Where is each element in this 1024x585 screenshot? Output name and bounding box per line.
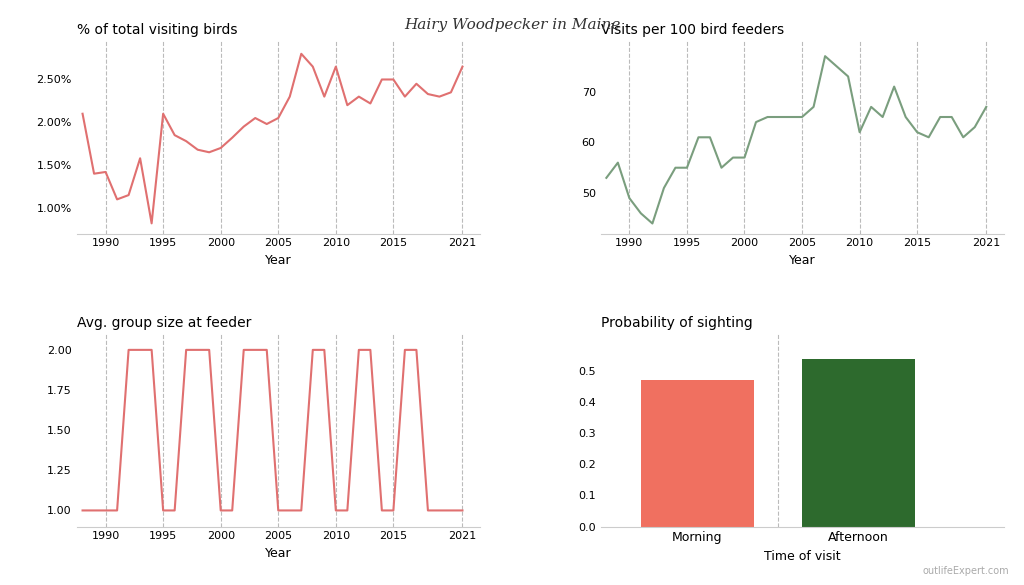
Text: Hairy Woodpecker in Maine: Hairy Woodpecker in Maine (403, 18, 621, 32)
Text: outlifeExpert.com: outlifeExpert.com (922, 566, 1009, 576)
Text: Avg. group size at feeder: Avg. group size at feeder (77, 316, 251, 330)
X-axis label: Time of visit: Time of visit (764, 550, 841, 563)
Text: % of total visiting birds: % of total visiting birds (77, 23, 238, 37)
X-axis label: Year: Year (788, 254, 815, 267)
Text: Visits per 100 bird feeders: Visits per 100 bird feeders (601, 23, 783, 37)
Bar (802, 359, 914, 526)
Bar (641, 380, 754, 526)
X-axis label: Year: Year (265, 547, 292, 560)
X-axis label: Year: Year (265, 254, 292, 267)
Text: Probability of sighting: Probability of sighting (601, 316, 753, 330)
